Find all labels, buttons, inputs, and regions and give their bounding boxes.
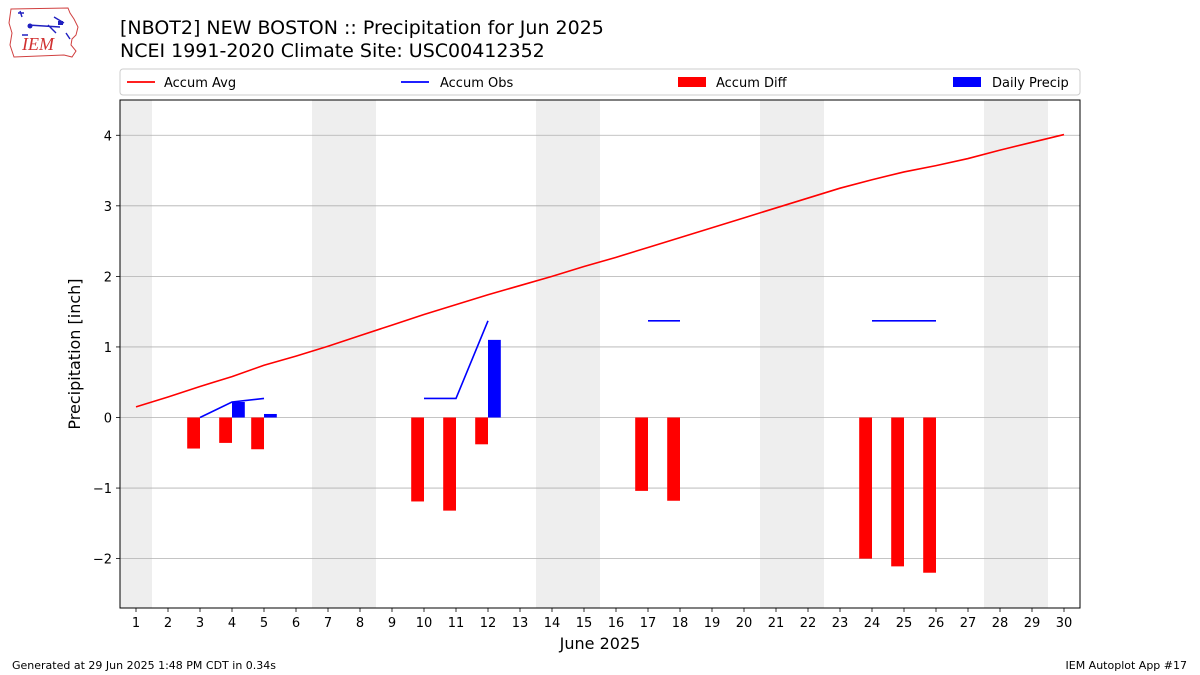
accum-diff-bar xyxy=(635,417,648,491)
x-tick-label: 14 xyxy=(544,616,561,631)
weekend-shading xyxy=(120,100,1048,608)
x-tick-label: 24 xyxy=(864,616,881,631)
y-tick-label: 3 xyxy=(104,200,112,215)
legend-frame xyxy=(119,68,1081,96)
x-tick-label: 4 xyxy=(228,616,236,631)
x-tick-label: 9 xyxy=(388,616,396,631)
chart-title: [NBOT2] NEW BOSTON :: Precipitation for … xyxy=(120,17,604,39)
bars xyxy=(187,339,936,573)
x-tick-label: 25 xyxy=(896,616,913,631)
app-credit: IEM Autoplot App #17 xyxy=(1065,659,1188,672)
x-tick-label: 20 xyxy=(736,616,753,631)
x-tick-label: 3 xyxy=(196,616,204,631)
weekend-shade xyxy=(120,100,152,608)
weekend-shade xyxy=(536,100,600,608)
x-tick-label: 5 xyxy=(260,616,268,631)
x-tick-label: 16 xyxy=(608,616,625,631)
daily-precip-bar xyxy=(264,413,277,418)
accum-diff-bar xyxy=(475,417,488,445)
x-tick-label: 12 xyxy=(480,616,497,631)
x-tick-label: 6 xyxy=(292,616,300,631)
legend-label-accum-obs: Accum Obs xyxy=(440,76,513,91)
y-tick-label: 0 xyxy=(104,412,112,427)
x-tick-label: 1 xyxy=(132,616,140,631)
x-tick-label: 10 xyxy=(416,616,433,631)
y-tick-label: −1 xyxy=(93,482,112,497)
accum-diff-bar xyxy=(251,417,264,450)
plot-frame xyxy=(119,99,1081,609)
x-tick-label: 19 xyxy=(704,616,721,631)
x-tick-label: 17 xyxy=(640,616,657,631)
generated-timestamp: Generated at 29 Jun 2025 1:48 PM CDT in … xyxy=(12,659,277,672)
x-tick-label: 7 xyxy=(324,616,332,631)
x-tick-label: 22 xyxy=(800,616,817,631)
x-tick-label: 26 xyxy=(928,616,945,631)
x-tick-label: 29 xyxy=(1024,616,1041,631)
x-tick-label: 15 xyxy=(576,616,593,631)
x-axis-label: June 2025 xyxy=(559,634,641,653)
x-tick-label: 30 xyxy=(1056,616,1073,631)
lines xyxy=(135,133,1065,419)
weekend-shade xyxy=(760,100,824,608)
x-tick-label: 23 xyxy=(832,616,849,631)
y-tick-label: −2 xyxy=(93,553,112,568)
x-tick-label: 13 xyxy=(512,616,529,631)
x-tick-label: 11 xyxy=(448,616,465,631)
gridlines xyxy=(120,134,1080,560)
accum-diff-bar xyxy=(923,417,936,573)
accum-diff-bar xyxy=(859,417,872,559)
iem-logo: IEM xyxy=(8,5,82,63)
x-tick-label: 27 xyxy=(960,616,977,631)
logo-text: IEM xyxy=(21,34,55,54)
x-tick-label: 2 xyxy=(164,616,172,631)
y-tick-label: 1 xyxy=(104,341,112,356)
accum-diff-bar xyxy=(667,417,680,501)
accum-obs-line xyxy=(199,397,265,419)
y-axis-label: Precipitation [inch] xyxy=(65,278,84,429)
x-tick-label: 28 xyxy=(992,616,1009,631)
legend-label-daily-precip: Daily Precip xyxy=(992,76,1069,91)
legend-swatch-accum-diff xyxy=(678,77,706,87)
legend-label-accum-diff: Accum Diff xyxy=(716,76,788,91)
x-tick-label: 8 xyxy=(356,616,364,631)
accum-avg-line xyxy=(135,133,1065,408)
accum-diff-bar xyxy=(411,417,424,502)
chart-subtitle: NCEI 1991-2020 Climate Site: USC00412352 xyxy=(120,40,545,62)
daily-precip-bar xyxy=(232,401,245,418)
accum-diff-bar xyxy=(187,417,200,449)
weekend-shade xyxy=(312,100,376,608)
legend-swatch-daily-precip xyxy=(953,77,981,87)
x-tick-label: 18 xyxy=(672,616,689,631)
accum-obs-line xyxy=(424,320,489,400)
y-tick-label: 4 xyxy=(104,129,112,144)
accum-diff-bar xyxy=(891,417,904,567)
legend: Accum Avg Accum Obs Accum Diff Daily Precip xyxy=(119,68,1081,96)
legend-label-accum-avg: Accum Avg xyxy=(164,76,236,91)
weekend-shade xyxy=(984,100,1048,608)
accum-diff-bar xyxy=(443,417,456,511)
axis-ticks: 1 2 3 4 5 6 7 8 9 10 11 12 13 14 15 16 17 18 19 20 21 22 23 24 2… xyxy=(93,129,1072,631)
daily-precip-bar xyxy=(488,339,501,418)
y-tick-label: 2 xyxy=(104,270,112,285)
x-tick-label: 21 xyxy=(768,616,785,631)
accum-diff-bar xyxy=(219,417,232,443)
